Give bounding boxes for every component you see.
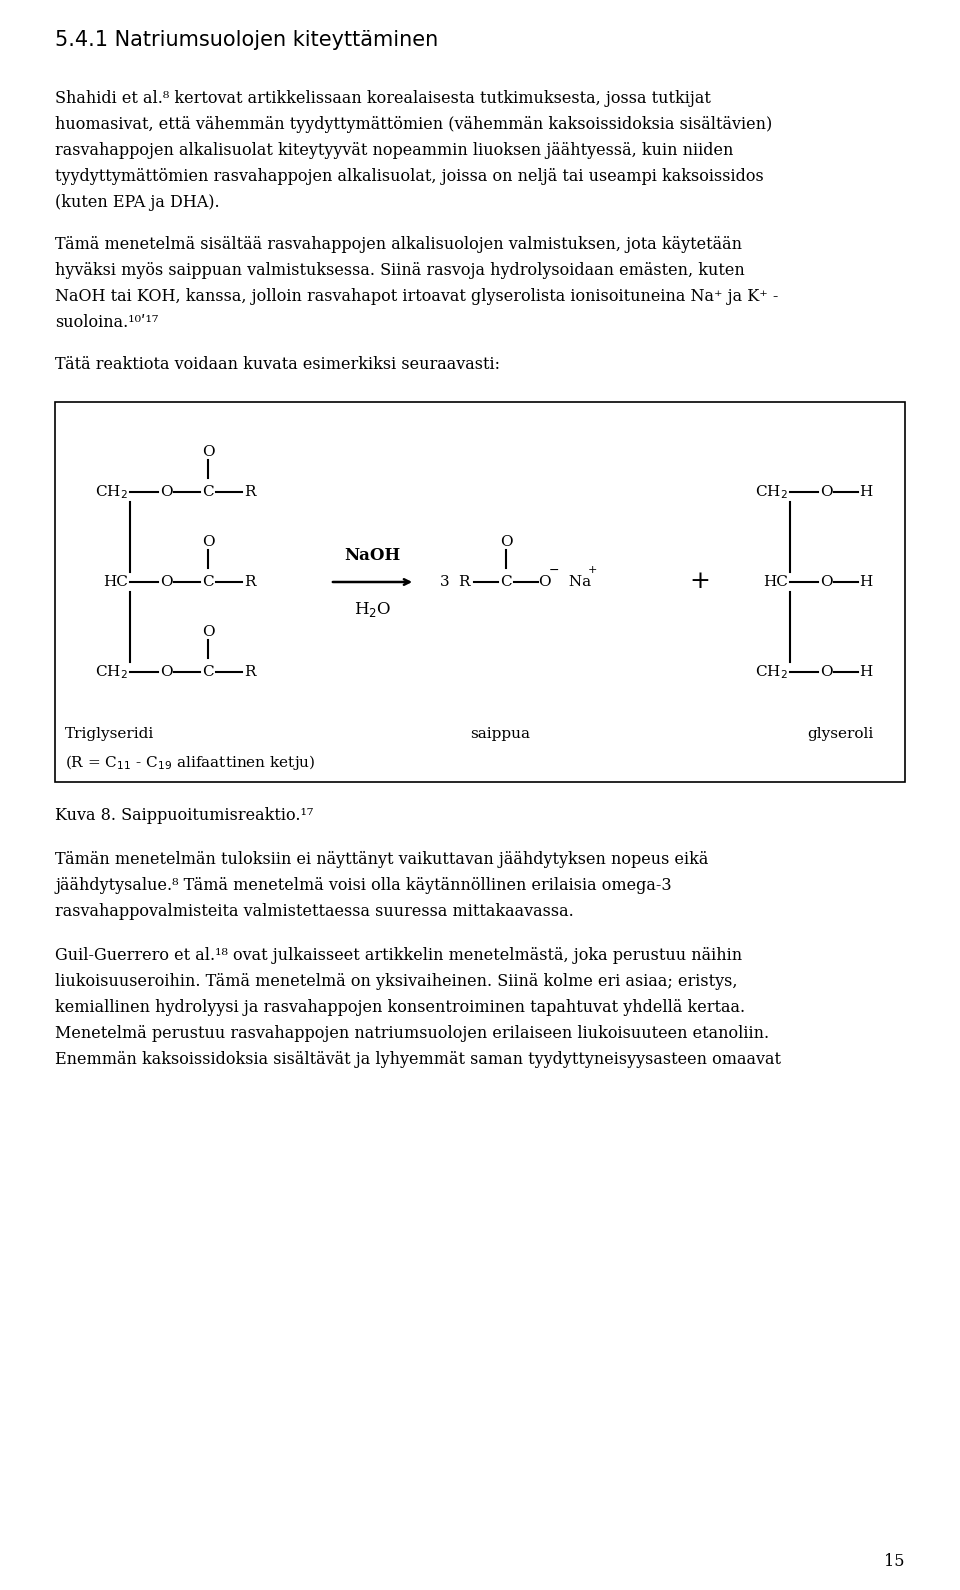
Text: Triglyseridi: Triglyseridi <box>65 727 155 741</box>
Text: NaOH: NaOH <box>345 547 400 564</box>
Text: CH$_2$: CH$_2$ <box>95 483 128 501</box>
Text: 3: 3 <box>440 576 449 588</box>
Text: hyväksi myös saippuan valmistuksessa. Siinä rasvoja hydrolysoidaan emästen, kute: hyväksi myös saippuan valmistuksessa. Si… <box>55 262 745 278</box>
Text: C: C <box>203 576 214 588</box>
Text: C: C <box>203 665 214 679</box>
Text: CH$_2$: CH$_2$ <box>756 483 788 501</box>
Text: R: R <box>244 485 255 499</box>
Text: R: R <box>244 665 255 679</box>
Text: −: − <box>549 563 560 577</box>
Text: Kuva 8. Saippuoitumisreaktio.¹⁷: Kuva 8. Saippuoitumisreaktio.¹⁷ <box>55 808 313 824</box>
Text: O: O <box>820 665 832 679</box>
Text: 15: 15 <box>884 1553 905 1569</box>
Text: H$_2$O: H$_2$O <box>354 599 391 619</box>
Text: +: + <box>689 571 710 593</box>
Text: Enemmän kaksoissidoksia sisältävät ja lyhyemmät saman tyydyttyneisyysasteen omaa: Enemmän kaksoissidoksia sisältävät ja ly… <box>55 1051 781 1068</box>
Bar <box>55 402 905 782</box>
Text: O: O <box>159 485 172 499</box>
Text: (kuten EPA ja DHA).: (kuten EPA ja DHA). <box>55 194 220 211</box>
Text: R: R <box>244 576 255 588</box>
Text: HC: HC <box>103 576 128 588</box>
Text: Tämä menetelmä sisältää rasvahappojen alkalisuolojen valmistuksen, jota käytetää: Tämä menetelmä sisältää rasvahappojen al… <box>55 235 742 253</box>
Text: R: R <box>458 576 469 588</box>
Text: Shahidi et al.⁸ kertovat artikkelissaan korealaisesta tutkimuksesta, jossa tutki: Shahidi et al.⁸ kertovat artikkelissaan … <box>55 91 710 107</box>
Text: O: O <box>820 576 832 588</box>
Text: CH$_2$: CH$_2$ <box>95 663 128 681</box>
Text: O: O <box>159 576 172 588</box>
Text: Na: Na <box>564 576 591 588</box>
Text: Tätä reaktiota voidaan kuvata esimerkiksi seuraavasti:: Tätä reaktiota voidaan kuvata esimerkiks… <box>55 356 500 374</box>
Text: HC: HC <box>763 576 788 588</box>
Text: 5.4.1 Natriumsuolojen kiteyttäminen: 5.4.1 Natriumsuolojen kiteyttäminen <box>55 30 439 49</box>
Text: CH$_2$: CH$_2$ <box>756 663 788 681</box>
Text: H: H <box>859 665 873 679</box>
Text: H: H <box>859 485 873 499</box>
Text: rasvahappovalmisteita valmistettaessa suuressa mittakaavassa.: rasvahappovalmisteita valmistettaessa su… <box>55 903 574 921</box>
Text: glyseroli: glyseroli <box>806 727 874 741</box>
Text: O: O <box>202 445 214 460</box>
Text: +: + <box>588 564 597 576</box>
Text: (R = C$_{11}$ - C$_{19}$ alifaattinen ketju): (R = C$_{11}$ - C$_{19}$ alifaattinen ke… <box>65 754 315 773</box>
Text: O: O <box>202 625 214 639</box>
Text: Tämän menetelmän tuloksiin ei näyttänyt vaikuttavan jäähdytyksen nopeus eikä: Tämän menetelmän tuloksiin ei näyttänyt … <box>55 851 708 868</box>
Text: liukoisuuseroihin. Tämä menetelmä on yksivaiheinen. Siinä kolme eri asiaa; erist: liukoisuuseroihin. Tämä menetelmä on yks… <box>55 973 737 991</box>
Text: NaOH tai KOH, kanssa, jolloin rasvahapot irtoavat glyserolista ionisoituneina Na: NaOH tai KOH, kanssa, jolloin rasvahapot… <box>55 288 779 305</box>
Text: Guil-Guerrero et al.¹⁸ ovat julkaisseet artikkelin menetelmästä, joka perustuu n: Guil-Guerrero et al.¹⁸ ovat julkaisseet … <box>55 948 742 964</box>
Text: O: O <box>538 576 550 588</box>
Text: Menetelmä perustuu rasvahappojen natriumsuolojen erilaiseen liukoisuuteen etanol: Menetelmä perustuu rasvahappojen natrium… <box>55 1026 769 1041</box>
Text: C: C <box>203 485 214 499</box>
Text: O: O <box>820 485 832 499</box>
Text: tyydyttymättömien rasvahappojen alkalisuolat, joissa on neljä tai useampi kaksoi: tyydyttymättömien rasvahappojen alkalisu… <box>55 169 764 184</box>
Text: jäähdytysalue.⁸ Tämä menetelmä voisi olla käytännöllinen erilaisia omega-3: jäähdytysalue.⁸ Tämä menetelmä voisi oll… <box>55 878 672 894</box>
Text: H: H <box>859 576 873 588</box>
Text: O: O <box>202 534 214 549</box>
Text: O: O <box>500 534 513 549</box>
Text: saippua: saippua <box>470 727 530 741</box>
Text: huomasivat, että vähemmän tyydyttymättömien (vähemmän kaksoissidoksia sisältävie: huomasivat, että vähemmän tyydyttymättöm… <box>55 116 772 134</box>
Text: C: C <box>500 576 512 588</box>
Text: kemiallinen hydrolyysi ja rasvahappojen konsentroiminen tapahtuvat yhdellä kerta: kemiallinen hydrolyysi ja rasvahappojen … <box>55 999 745 1016</box>
Text: rasvahappojen alkalisuolat kiteytyyvät nopeammin liuoksen jäähtyessä, kuin niide: rasvahappojen alkalisuolat kiteytyyvät n… <box>55 142 733 159</box>
Text: O: O <box>159 665 172 679</box>
Text: suoloina.¹⁰ʹ¹⁷: suoloina.¹⁰ʹ¹⁷ <box>55 313 158 331</box>
